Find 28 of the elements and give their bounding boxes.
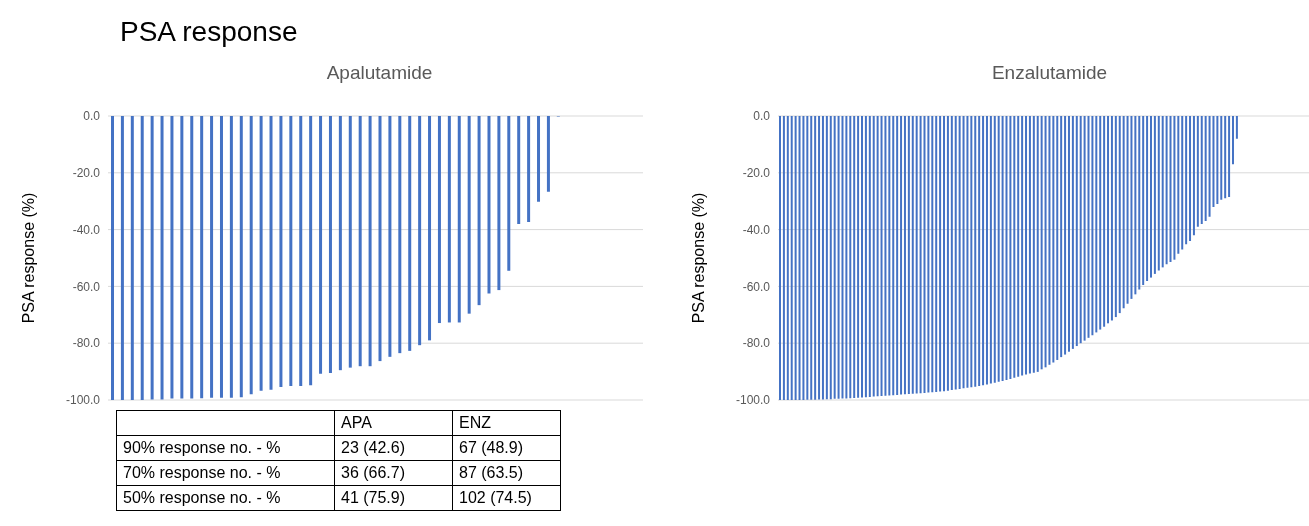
y-tick-label: -80.0 — [72, 336, 101, 351]
text: 41 (75.9) — [334, 485, 453, 511]
y-tick-label: -20.0 — [72, 166, 101, 181]
chart-title: Enzalutamide — [990, 62, 1109, 84]
y-tick-label: 0.0 — [753, 109, 771, 124]
text: 23 (42.6) — [334, 435, 453, 461]
text: 102 (74.5) — [452, 485, 561, 511]
text: 70% response no. - % — [116, 460, 335, 486]
chart-title: Apalutamide — [325, 62, 434, 84]
text: APA — [334, 410, 453, 436]
text: 67 (48.9) — [452, 435, 561, 461]
text: 87 (63.5) — [452, 460, 561, 486]
y-tick-label: -40.0 — [72, 222, 101, 237]
y-tick-label: -60.0 — [742, 279, 771, 294]
text: 36 (66.7) — [334, 460, 453, 486]
y-tick-label: -100.0 — [65, 393, 101, 408]
y-axis-title: PSA response (%) — [19, 192, 37, 324]
text: ENZ — [452, 410, 561, 436]
text: 90% response no. - % — [116, 435, 335, 461]
y-tick-label: -20.0 — [742, 166, 771, 181]
y-tick-label: -80.0 — [742, 336, 771, 351]
y-tick-label: 0.0 — [83, 109, 101, 124]
y-tick-label: -60.0 — [72, 279, 101, 294]
text: 50% response no. - % — [116, 485, 335, 511]
y-axis-title: PSA response (%) — [689, 192, 707, 324]
y-tick-label: -40.0 — [742, 222, 771, 237]
y-tick-label: -100.0 — [735, 393, 771, 408]
text: PSA response — [120, 16, 298, 48]
